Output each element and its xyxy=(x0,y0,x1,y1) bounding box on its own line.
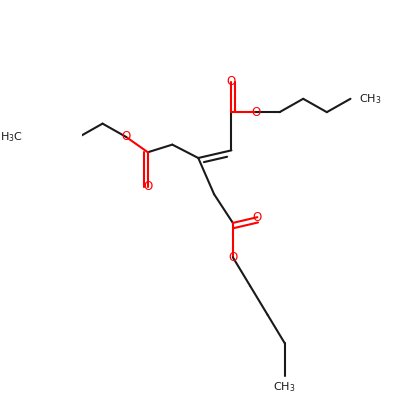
Text: CH$_3$: CH$_3$ xyxy=(274,380,296,394)
Text: O: O xyxy=(228,251,238,264)
Text: H$_3$C: H$_3$C xyxy=(0,130,23,144)
Text: CH$_3$: CH$_3$ xyxy=(359,92,382,106)
Text: O: O xyxy=(122,130,131,144)
Text: O: O xyxy=(253,211,262,224)
Text: O: O xyxy=(251,106,260,119)
Text: O: O xyxy=(143,180,152,193)
Text: O: O xyxy=(227,75,236,88)
